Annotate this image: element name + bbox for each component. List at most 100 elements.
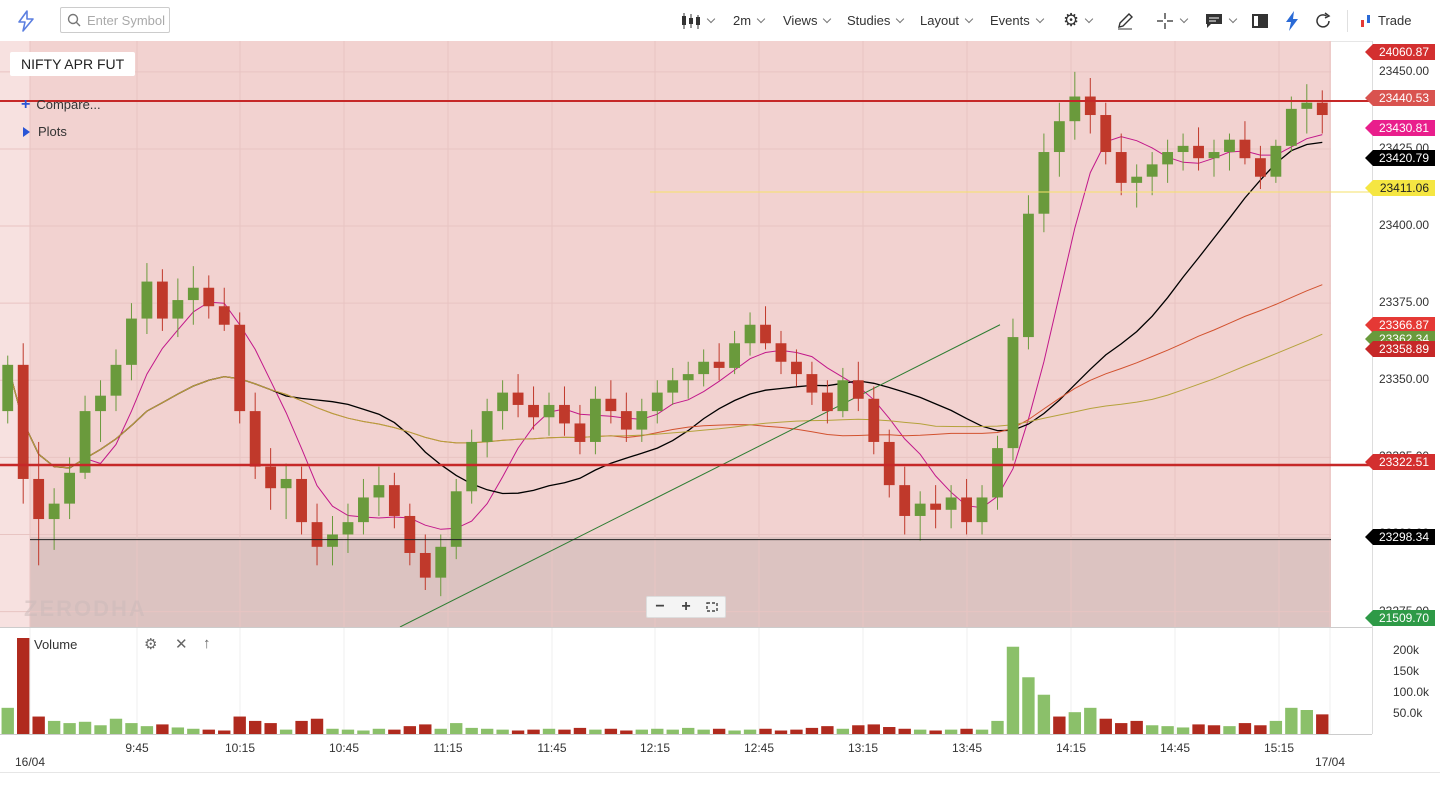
price-tag: 23440.53 xyxy=(1365,90,1435,106)
chevron-down-icon xyxy=(1179,14,1189,23)
close-icon[interactable]: ✕ xyxy=(175,636,188,653)
panel-button[interactable] xyxy=(1251,0,1269,41)
interval-dropdown[interactable]: 2m xyxy=(733,0,766,41)
time-tick-label: 15:15 xyxy=(1263,741,1295,755)
candle-body xyxy=(156,281,168,319)
pane-separator[interactable] xyxy=(0,627,1372,628)
interval-label: 2m xyxy=(733,13,752,28)
time-axis[interactable]: 16/04 9:45 10:15 10:45 11:15 11:45 12:15 12:45 1… xyxy=(0,734,1372,773)
volume-bar xyxy=(960,728,973,734)
volume-bar xyxy=(774,730,788,734)
zoom-in-button[interactable]: + xyxy=(673,597,699,617)
candle-body xyxy=(1007,337,1019,449)
candle-body xyxy=(651,392,663,412)
candle-body xyxy=(1208,152,1220,159)
candle-body xyxy=(589,398,601,442)
gear-icon[interactable]: ⚙ xyxy=(144,636,158,653)
symbol-title: NIFTY APR FUT xyxy=(10,52,136,76)
price-chart[interactable] xyxy=(0,41,1372,627)
volume-bar xyxy=(790,729,803,734)
settings-button[interactable]: ⚙ xyxy=(1063,0,1094,41)
chart-type-button[interactable] xyxy=(681,0,716,41)
crosshair-button[interactable] xyxy=(1156,0,1189,41)
volume-bar xyxy=(419,724,432,734)
candle-body xyxy=(976,497,988,523)
layout-menu[interactable]: Layout xyxy=(920,0,974,41)
flash-button[interactable] xyxy=(1284,0,1300,41)
volume-bar xyxy=(1099,718,1112,734)
candle-body xyxy=(126,318,137,365)
trade-icon xyxy=(1360,14,1372,28)
lightning-logo-icon[interactable] xyxy=(16,0,36,41)
volume-bar xyxy=(511,730,525,734)
volume-bar xyxy=(279,729,293,734)
price-tag: 21509.70 xyxy=(1365,610,1435,626)
chevron-down-icon xyxy=(1035,14,1044,23)
candle-body xyxy=(296,478,307,523)
price-tick-label: 23450.00 xyxy=(1379,63,1430,78)
trade-button[interactable]: Trade xyxy=(1360,0,1411,41)
volume-bar xyxy=(125,723,138,734)
volume-chart[interactable] xyxy=(0,628,1372,734)
volume-bar xyxy=(666,729,679,734)
candle-body xyxy=(1162,152,1174,165)
layout-label: Layout xyxy=(920,13,960,28)
draw-button[interactable] xyxy=(1116,0,1134,41)
plots-toggle[interactable]: Plots xyxy=(21,124,67,139)
candle-body xyxy=(883,441,895,486)
toolbar-divider xyxy=(1347,10,1348,32)
refresh-button[interactable] xyxy=(1314,0,1332,41)
candle-body xyxy=(605,398,617,412)
candle-body xyxy=(141,281,153,319)
pencil-icon xyxy=(1116,12,1134,30)
time-tick-label: 12:45 xyxy=(743,741,775,755)
volume-bar xyxy=(604,728,618,734)
time-tick-label: 13:45 xyxy=(951,741,983,755)
volume-tick-label: 200k xyxy=(1393,643,1420,657)
zerodha-watermark: ZERODHA xyxy=(24,596,147,621)
volume-bar xyxy=(403,726,417,734)
volume-bar xyxy=(682,727,695,734)
events-menu[interactable]: Events xyxy=(990,0,1044,41)
views-menu[interactable]: Views xyxy=(783,0,832,41)
volume-bar xyxy=(233,716,246,734)
trend-line xyxy=(399,324,1001,627)
search-input[interactable] xyxy=(85,11,167,29)
arrow-up-icon[interactable]: ↑ xyxy=(203,635,211,652)
volume-bar xyxy=(743,729,757,734)
candle-body xyxy=(2,364,14,412)
volume-bar xyxy=(821,726,834,734)
fit-button[interactable] xyxy=(699,597,725,617)
volume-bar xyxy=(620,730,633,734)
volume-bar xyxy=(17,638,30,734)
candle-body xyxy=(1177,145,1189,153)
alerts-button[interactable] xyxy=(1205,0,1238,41)
plots-label: Plots xyxy=(38,124,67,139)
volume-bar xyxy=(140,726,154,734)
candle-body xyxy=(218,306,230,325)
volume-bar xyxy=(805,727,819,734)
plus-icon: + xyxy=(681,598,691,615)
candle-body xyxy=(249,411,261,467)
volume-bar xyxy=(1316,714,1329,734)
volume-bar xyxy=(1,707,14,734)
candle-body xyxy=(698,361,710,375)
volume-bar xyxy=(1223,726,1236,734)
candle-body xyxy=(435,546,447,578)
candle-body xyxy=(481,411,493,442)
candle-body xyxy=(1115,152,1127,183)
time-tick-label: 10:45 xyxy=(328,741,360,755)
volume-bar xyxy=(1254,725,1267,734)
volume-bar xyxy=(1053,716,1066,734)
studies-menu[interactable]: Studies xyxy=(847,0,905,41)
chevron-down-icon xyxy=(1084,14,1094,23)
candle-body xyxy=(342,522,354,535)
candle-body xyxy=(1270,145,1282,177)
symbol-search[interactable] xyxy=(60,7,170,33)
compare-button[interactable]: + Compare... xyxy=(21,96,101,112)
zoom-out-button[interactable]: − xyxy=(647,597,673,617)
price-tag: 23430.81 xyxy=(1365,120,1435,136)
price-axis[interactable]: 23450.00 23425.00 23400.00 23375.00 23350.00… xyxy=(1365,41,1440,734)
volume-bar xyxy=(697,729,710,734)
candle-body xyxy=(373,485,385,498)
